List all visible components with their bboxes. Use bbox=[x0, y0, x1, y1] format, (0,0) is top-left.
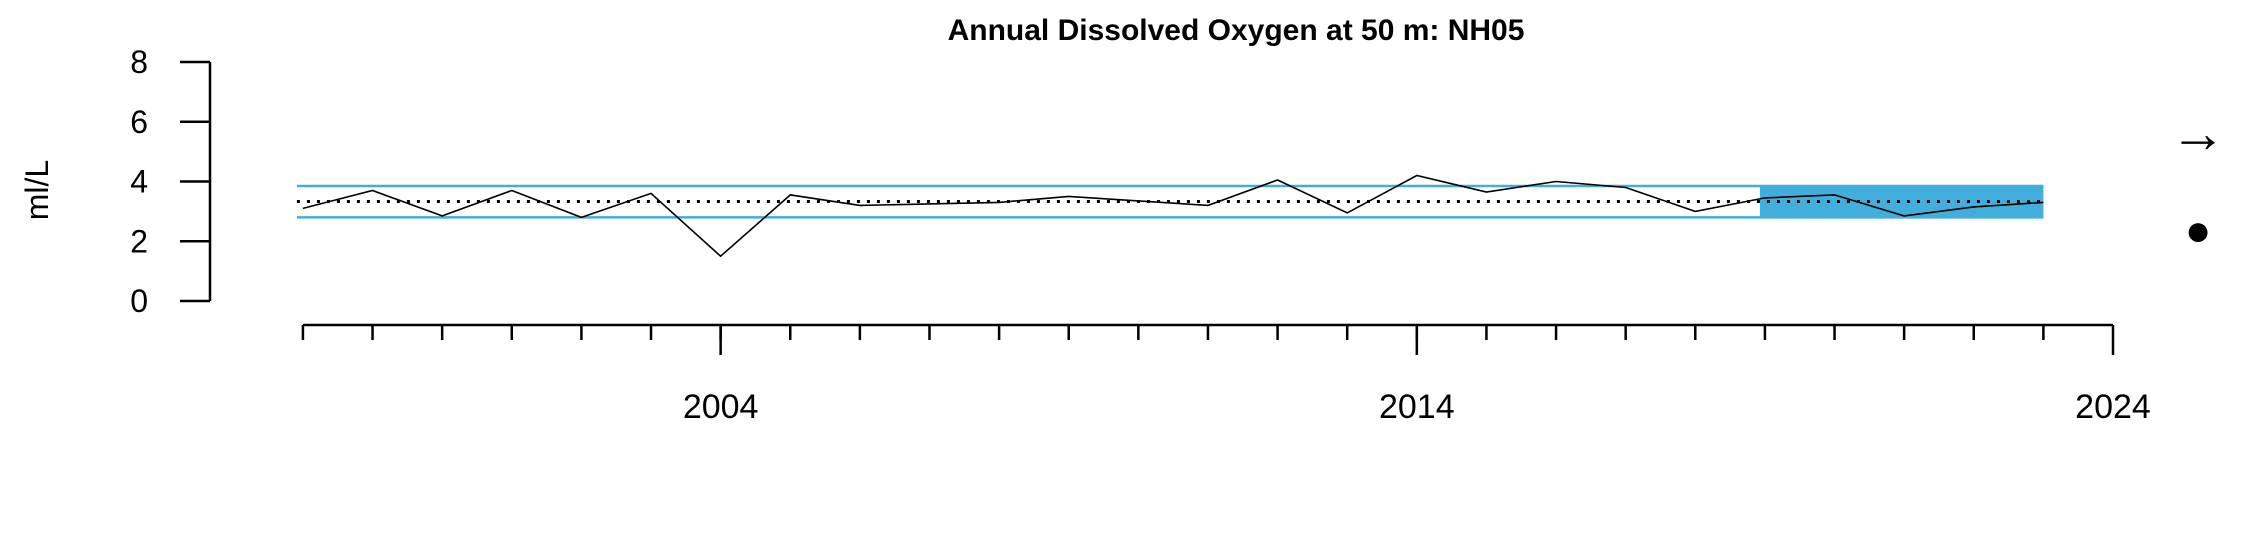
series-layer bbox=[302, 174, 2044, 258]
trend-indicator: → bbox=[2170, 101, 2226, 164]
y-axis: 0 2 4 6 8 bbox=[130, 44, 212, 319]
recent-period-highlight bbox=[1759, 185, 2044, 218]
highlight-layer bbox=[1759, 185, 2044, 218]
series-line bbox=[302, 174, 2044, 258]
x-axis: 2004 2014 2024 bbox=[301, 323, 2151, 426]
x-tick-label: 2014 bbox=[1379, 388, 1455, 426]
y-tick-label: 2 bbox=[130, 223, 148, 259]
chart-title: Annual Dissolved Oxygen at 50 m: NH05 bbox=[948, 14, 1525, 47]
status-indicator: ● bbox=[2185, 206, 2212, 255]
reference-lines bbox=[296, 184, 2044, 219]
x-tick-label: 2024 bbox=[2075, 388, 2151, 426]
y-axis-label: ml/L bbox=[19, 160, 55, 220]
y-tick-label: 0 bbox=[130, 283, 148, 319]
y-tick-label: 8 bbox=[130, 44, 148, 80]
y-tick-label: 6 bbox=[130, 104, 148, 140]
x-tick-label: 2004 bbox=[683, 388, 759, 426]
y-tick-label: 4 bbox=[130, 164, 148, 200]
